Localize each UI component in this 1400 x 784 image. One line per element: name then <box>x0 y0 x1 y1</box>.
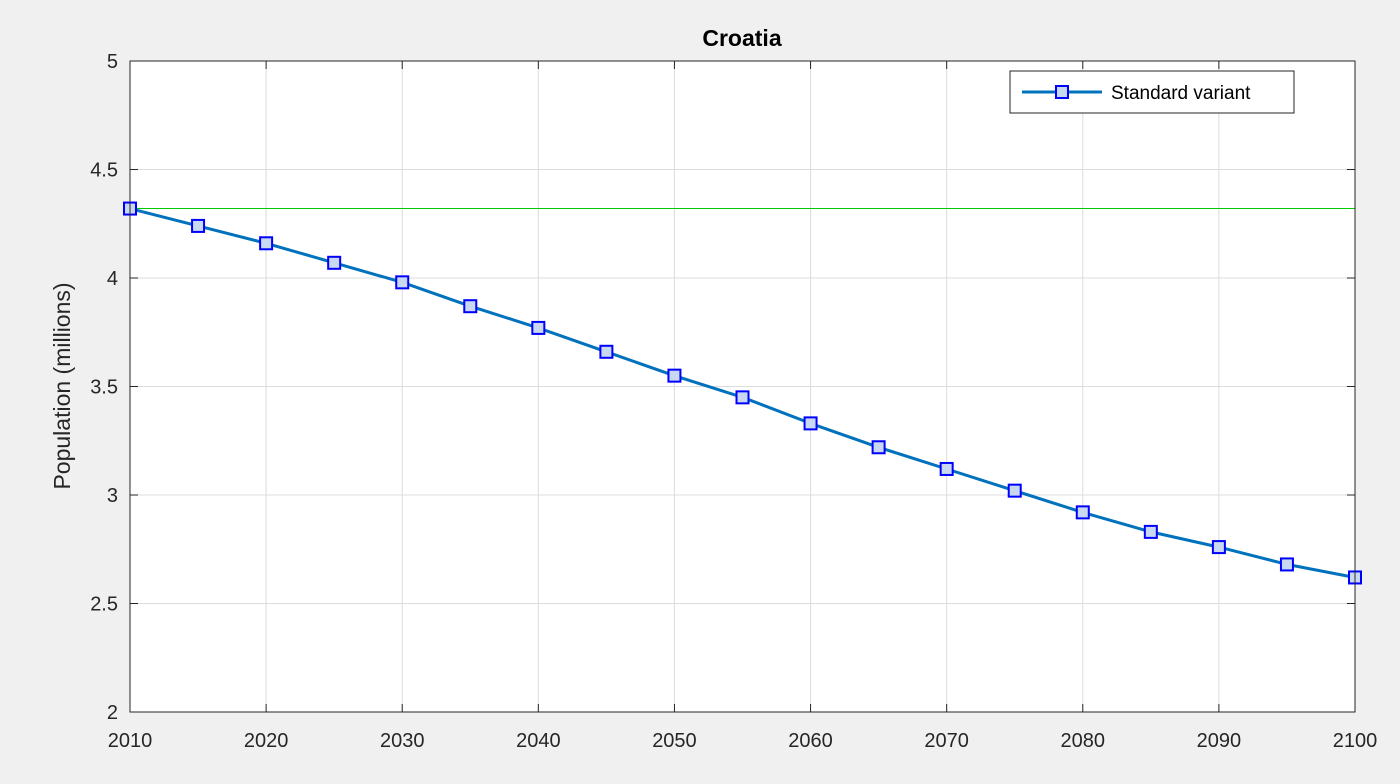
y-tick-label: 2 <box>107 702 118 724</box>
series-group <box>123 201 1362 585</box>
plot-frame <box>129 60 1356 713</box>
y-axis-title: Population (millions) <box>49 282 75 489</box>
data-point-marker <box>1007 483 1022 498</box>
grid <box>129 60 1356 713</box>
y-tick-label: 3 <box>107 485 118 507</box>
data-point-marker <box>191 218 206 233</box>
x-tick-label: 2060 <box>788 730 833 752</box>
y-tick-label: 5 <box>107 51 118 73</box>
legend-marker-sample <box>1055 85 1069 99</box>
data-point-marker <box>1075 505 1090 520</box>
data-point-marker <box>667 368 682 383</box>
y-tick-label: 2.5 <box>90 594 118 616</box>
data-point-marker <box>1143 524 1158 539</box>
x-tick-label: 2040 <box>516 730 561 752</box>
x-tick-label: 2090 <box>1197 730 1242 752</box>
data-point-marker <box>735 390 750 405</box>
y-tick-label: 4 <box>107 268 118 290</box>
data-point-marker <box>599 344 614 359</box>
data-point-marker <box>395 275 410 290</box>
data-point-marker <box>939 461 954 476</box>
x-tick-label: 2030 <box>380 730 425 752</box>
x-tick-label: 2100 <box>1333 730 1378 752</box>
legend-label: Standard variant <box>1111 83 1251 104</box>
data-point-marker <box>327 255 342 270</box>
data-point-marker <box>1211 540 1226 555</box>
x-tick-label: 2020 <box>244 730 289 752</box>
legend: Standard variant <box>1009 70 1295 114</box>
data-point-marker <box>463 299 478 314</box>
x-tick-label: 2010 <box>108 730 153 752</box>
chart-title: Croatia <box>702 25 781 51</box>
x-tick-label: 2080 <box>1061 730 1106 752</box>
data-point-marker <box>871 440 886 455</box>
data-point-marker <box>531 320 546 335</box>
data-point-marker <box>259 236 274 251</box>
data-point-marker <box>803 416 818 431</box>
x-tick-label: 2070 <box>924 730 969 752</box>
y-tick-label: 3.5 <box>90 377 118 399</box>
tick-labels: 2010 2020 2030 2040 2050 2060 2070 2080 2090 2100… <box>90 51 1377 752</box>
y-tick-label: 4.5 <box>90 160 118 182</box>
x-tick-label: 2050 <box>652 730 697 752</box>
data-point-marker <box>1279 557 1294 572</box>
